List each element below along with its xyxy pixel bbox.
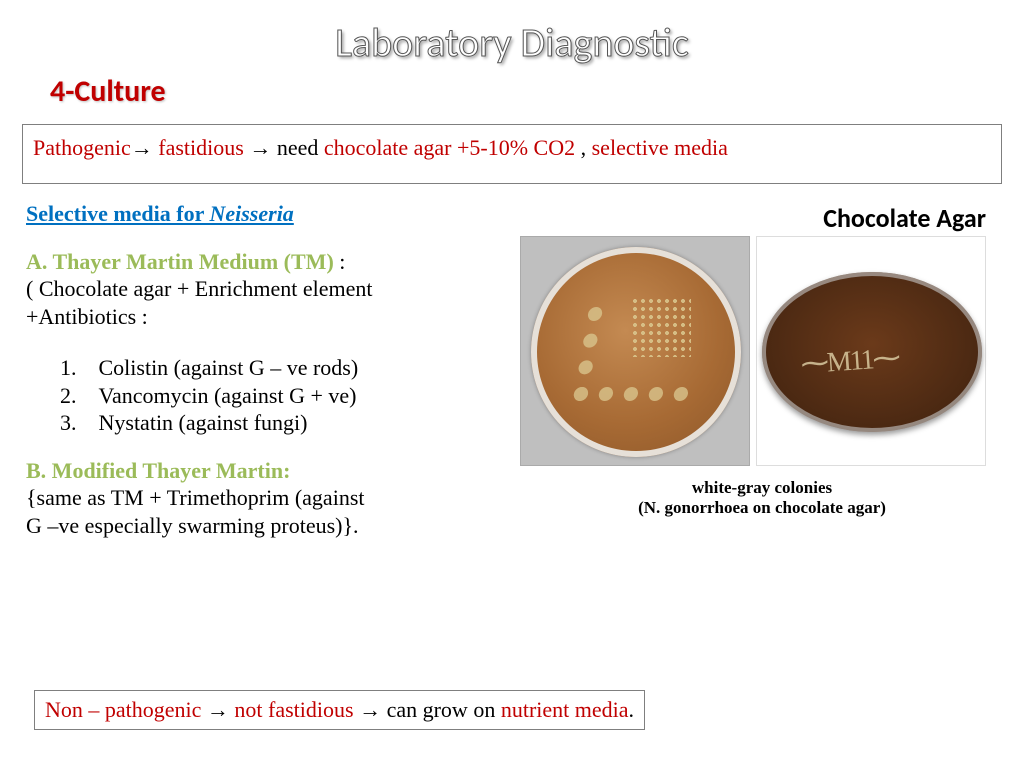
list-item: 1. Colistin (against G – ve rods) bbox=[60, 354, 510, 382]
medium-a-desc1: ( Chocolate agar + Enrichment element bbox=[26, 275, 510, 303]
text-comma: , bbox=[581, 135, 592, 160]
item-vancomycin: Vancomycin (against G + ve) bbox=[99, 383, 357, 408]
arrow-icon: → bbox=[207, 697, 229, 722]
text-choc-agar: chocolate agar +5-10% CO2 bbox=[324, 135, 581, 160]
chocolate-agar-label: Chocolate Agar bbox=[756, 202, 986, 234]
medium-a-label: A. Thayer Martin Medium (TM) bbox=[26, 249, 334, 274]
plate-circle bbox=[531, 247, 741, 457]
list-item: 3. Nystatin (against fungi) bbox=[60, 409, 510, 437]
content-row: Selective media for Neisseria A. Thayer … bbox=[0, 200, 1024, 539]
plate2-dish: ⁓M11⁓ bbox=[762, 272, 982, 432]
text-not-fastidious: not fastidious bbox=[229, 697, 359, 722]
medium-a-colon: : bbox=[334, 249, 346, 274]
medium-b-label: B. Modified Thayer Martin: bbox=[26, 457, 510, 485]
left-column: Selective media for Neisseria A. Thayer … bbox=[0, 200, 510, 539]
heading-part-b: Neisseria bbox=[209, 201, 293, 226]
antibiotic-list: 1. Colistin (against G – ve rods) 2. Van… bbox=[60, 354, 510, 437]
streak-pattern bbox=[571, 287, 711, 427]
agar-plate-image-right: Chocolate Agar ⁓M11⁓ bbox=[756, 236, 986, 466]
text-fastidious: fastidious bbox=[153, 135, 250, 160]
item-colistin: Colistin (against G – ve rods) bbox=[99, 355, 359, 380]
text-selective-media: selective media bbox=[592, 135, 728, 160]
medium-a: A. Thayer Martin Medium (TM) : bbox=[26, 248, 510, 276]
image-row: Chocolate Agar ⁓M11⁓ bbox=[520, 236, 1004, 466]
plate2-streak: ⁓M11⁓ bbox=[800, 337, 955, 417]
agar-plate-image-left bbox=[520, 236, 750, 466]
slide-title: Laboratory Diagnostic bbox=[0, 0, 1024, 67]
text-period: . bbox=[629, 697, 635, 722]
arrow-icon: → bbox=[359, 697, 381, 722]
medium-b-desc1: {same as TM + Trimethoprim (against bbox=[26, 484, 510, 512]
image-caption: white-gray colonies (N. gonorrhoea on ch… bbox=[520, 478, 1004, 519]
caption-line2: (N. gonorrhoea on chocolate agar) bbox=[520, 498, 1004, 518]
heading-part-a: Selective media for bbox=[26, 201, 209, 226]
text-need: need bbox=[271, 135, 324, 160]
medium-b-desc2: G –ve especially swarming proteus)}. bbox=[26, 512, 510, 540]
right-column: Chocolate Agar ⁓M11⁓ white-gray colonies… bbox=[510, 200, 1024, 539]
caption-line1: white-gray colonies bbox=[520, 478, 1004, 498]
non-pathogenic-box: Non – pathogenic → not fastidious → can … bbox=[34, 690, 645, 730]
plate2-bg: ⁓M11⁓ bbox=[756, 236, 986, 466]
text-nonpathogenic: Non – pathogenic bbox=[45, 697, 207, 722]
text-pathogenic: Pathogenic bbox=[33, 135, 131, 160]
text-nutrient-media: nutrient media bbox=[501, 697, 629, 722]
pathogenic-box: Pathogenic→ fastidious → need chocolate … bbox=[22, 124, 1002, 184]
item-nystatin: Nystatin (against fungi) bbox=[99, 410, 308, 435]
selective-media-heading: Selective media for Neisseria bbox=[26, 200, 510, 228]
text-grow: can grow on bbox=[381, 697, 501, 722]
slide-subtitle: 4-Culture bbox=[50, 73, 1024, 110]
medium-a-desc2: +Antibiotics : bbox=[26, 303, 510, 331]
list-item: 2. Vancomycin (against G + ve) bbox=[60, 382, 510, 410]
arrow-icon: → bbox=[249, 135, 271, 160]
arrow-icon: → bbox=[131, 135, 153, 160]
